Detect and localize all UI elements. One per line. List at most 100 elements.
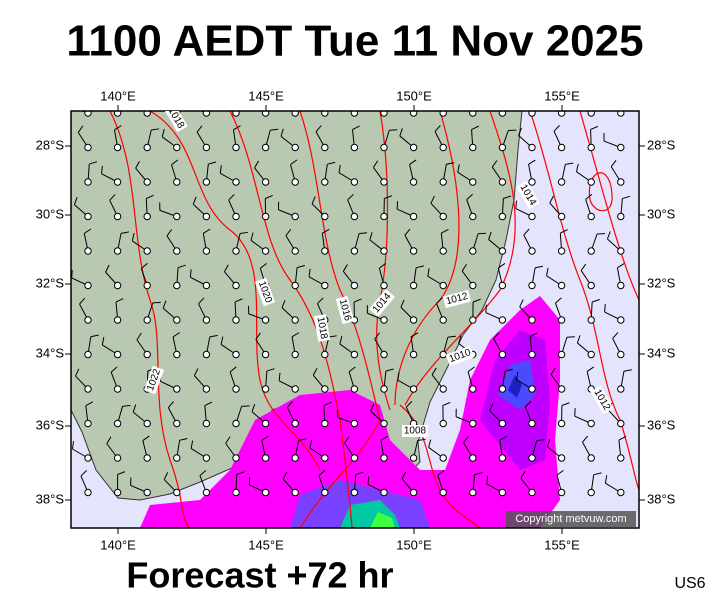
station (528, 419, 536, 428)
station (498, 419, 507, 428)
station (261, 488, 270, 497)
station (261, 316, 270, 324)
barb-flag (318, 469, 326, 476)
station (528, 488, 536, 497)
station (587, 488, 595, 497)
barb-flag (109, 194, 116, 201)
station (261, 419, 270, 428)
barb-flag (446, 162, 455, 165)
barb-flag (499, 435, 508, 441)
barb-flag (497, 91, 503, 96)
station (84, 247, 92, 255)
barb-flag (370, 403, 375, 412)
station (321, 212, 329, 221)
station (380, 281, 388, 290)
barb-flag (580, 263, 587, 271)
isobar-label: 1018 (315, 316, 330, 340)
station (202, 350, 211, 359)
station (439, 385, 447, 393)
station (587, 247, 595, 255)
map-frame (70, 110, 640, 529)
station (291, 454, 299, 462)
lon-label-top: 155°E (544, 88, 580, 103)
barb-flag (179, 438, 188, 441)
station (321, 350, 329, 359)
barb-flag (250, 232, 254, 241)
station (617, 454, 625, 462)
barb-flag (367, 476, 370, 485)
barb-flag (565, 162, 574, 165)
station (291, 247, 299, 255)
station (469, 281, 477, 290)
barb-flag (110, 366, 118, 373)
barb-flag (355, 471, 364, 476)
barb-flag (114, 125, 122, 131)
station (202, 212, 211, 221)
barb-flag (315, 125, 322, 133)
lon-label-bottom: 150°E (396, 537, 432, 552)
barb-flag (270, 128, 279, 131)
lon-label-top: 140°E (100, 88, 136, 103)
station (143, 212, 151, 221)
barb-flag (437, 469, 445, 476)
station (380, 419, 388, 428)
barb-flag (516, 371, 519, 380)
station (528, 143, 536, 152)
station (528, 247, 536, 255)
barb-flag (347, 193, 354, 201)
barb-flag (161, 129, 165, 138)
station (350, 178, 359, 186)
barb-flag (618, 435, 627, 441)
barb-flag (176, 92, 183, 95)
barb-flag (553, 125, 560, 132)
barb-flag (296, 265, 305, 269)
station (350, 454, 359, 462)
station (587, 212, 595, 221)
station (291, 212, 299, 221)
station (350, 212, 359, 221)
barb-flag (311, 196, 316, 204)
barb-flag (546, 439, 551, 448)
station (557, 316, 566, 324)
station (498, 350, 507, 359)
barb-flag (498, 263, 506, 269)
station (84, 143, 92, 152)
station (202, 111, 211, 117)
station (498, 178, 507, 186)
barb-flag (251, 403, 256, 412)
station (469, 212, 477, 221)
barb-flag (196, 125, 203, 133)
barb-flag (77, 125, 84, 133)
barb-flag (223, 264, 229, 272)
station (557, 247, 566, 255)
station (173, 454, 181, 462)
barb-flag (518, 127, 522, 136)
barb-flag (223, 93, 226, 100)
isobar-label-bg (516, 180, 540, 210)
station (261, 212, 270, 221)
station (232, 143, 240, 152)
barb-flag (555, 297, 562, 304)
barb-flag (192, 196, 197, 205)
barb-flag (75, 368, 80, 377)
station (380, 111, 388, 117)
barb-flag (101, 165, 103, 174)
station (113, 143, 122, 152)
barb-flag (280, 128, 284, 137)
station (617, 350, 625, 359)
barb-flag (401, 471, 407, 479)
copyright-box (506, 511, 636, 527)
station (321, 111, 329, 117)
station (469, 247, 477, 255)
station (113, 111, 122, 117)
station (350, 385, 359, 393)
station (469, 178, 477, 186)
barb-flag (610, 160, 617, 168)
station (528, 316, 536, 324)
barb-flag (85, 401, 94, 407)
barb-flag (585, 193, 593, 200)
station (261, 247, 270, 255)
